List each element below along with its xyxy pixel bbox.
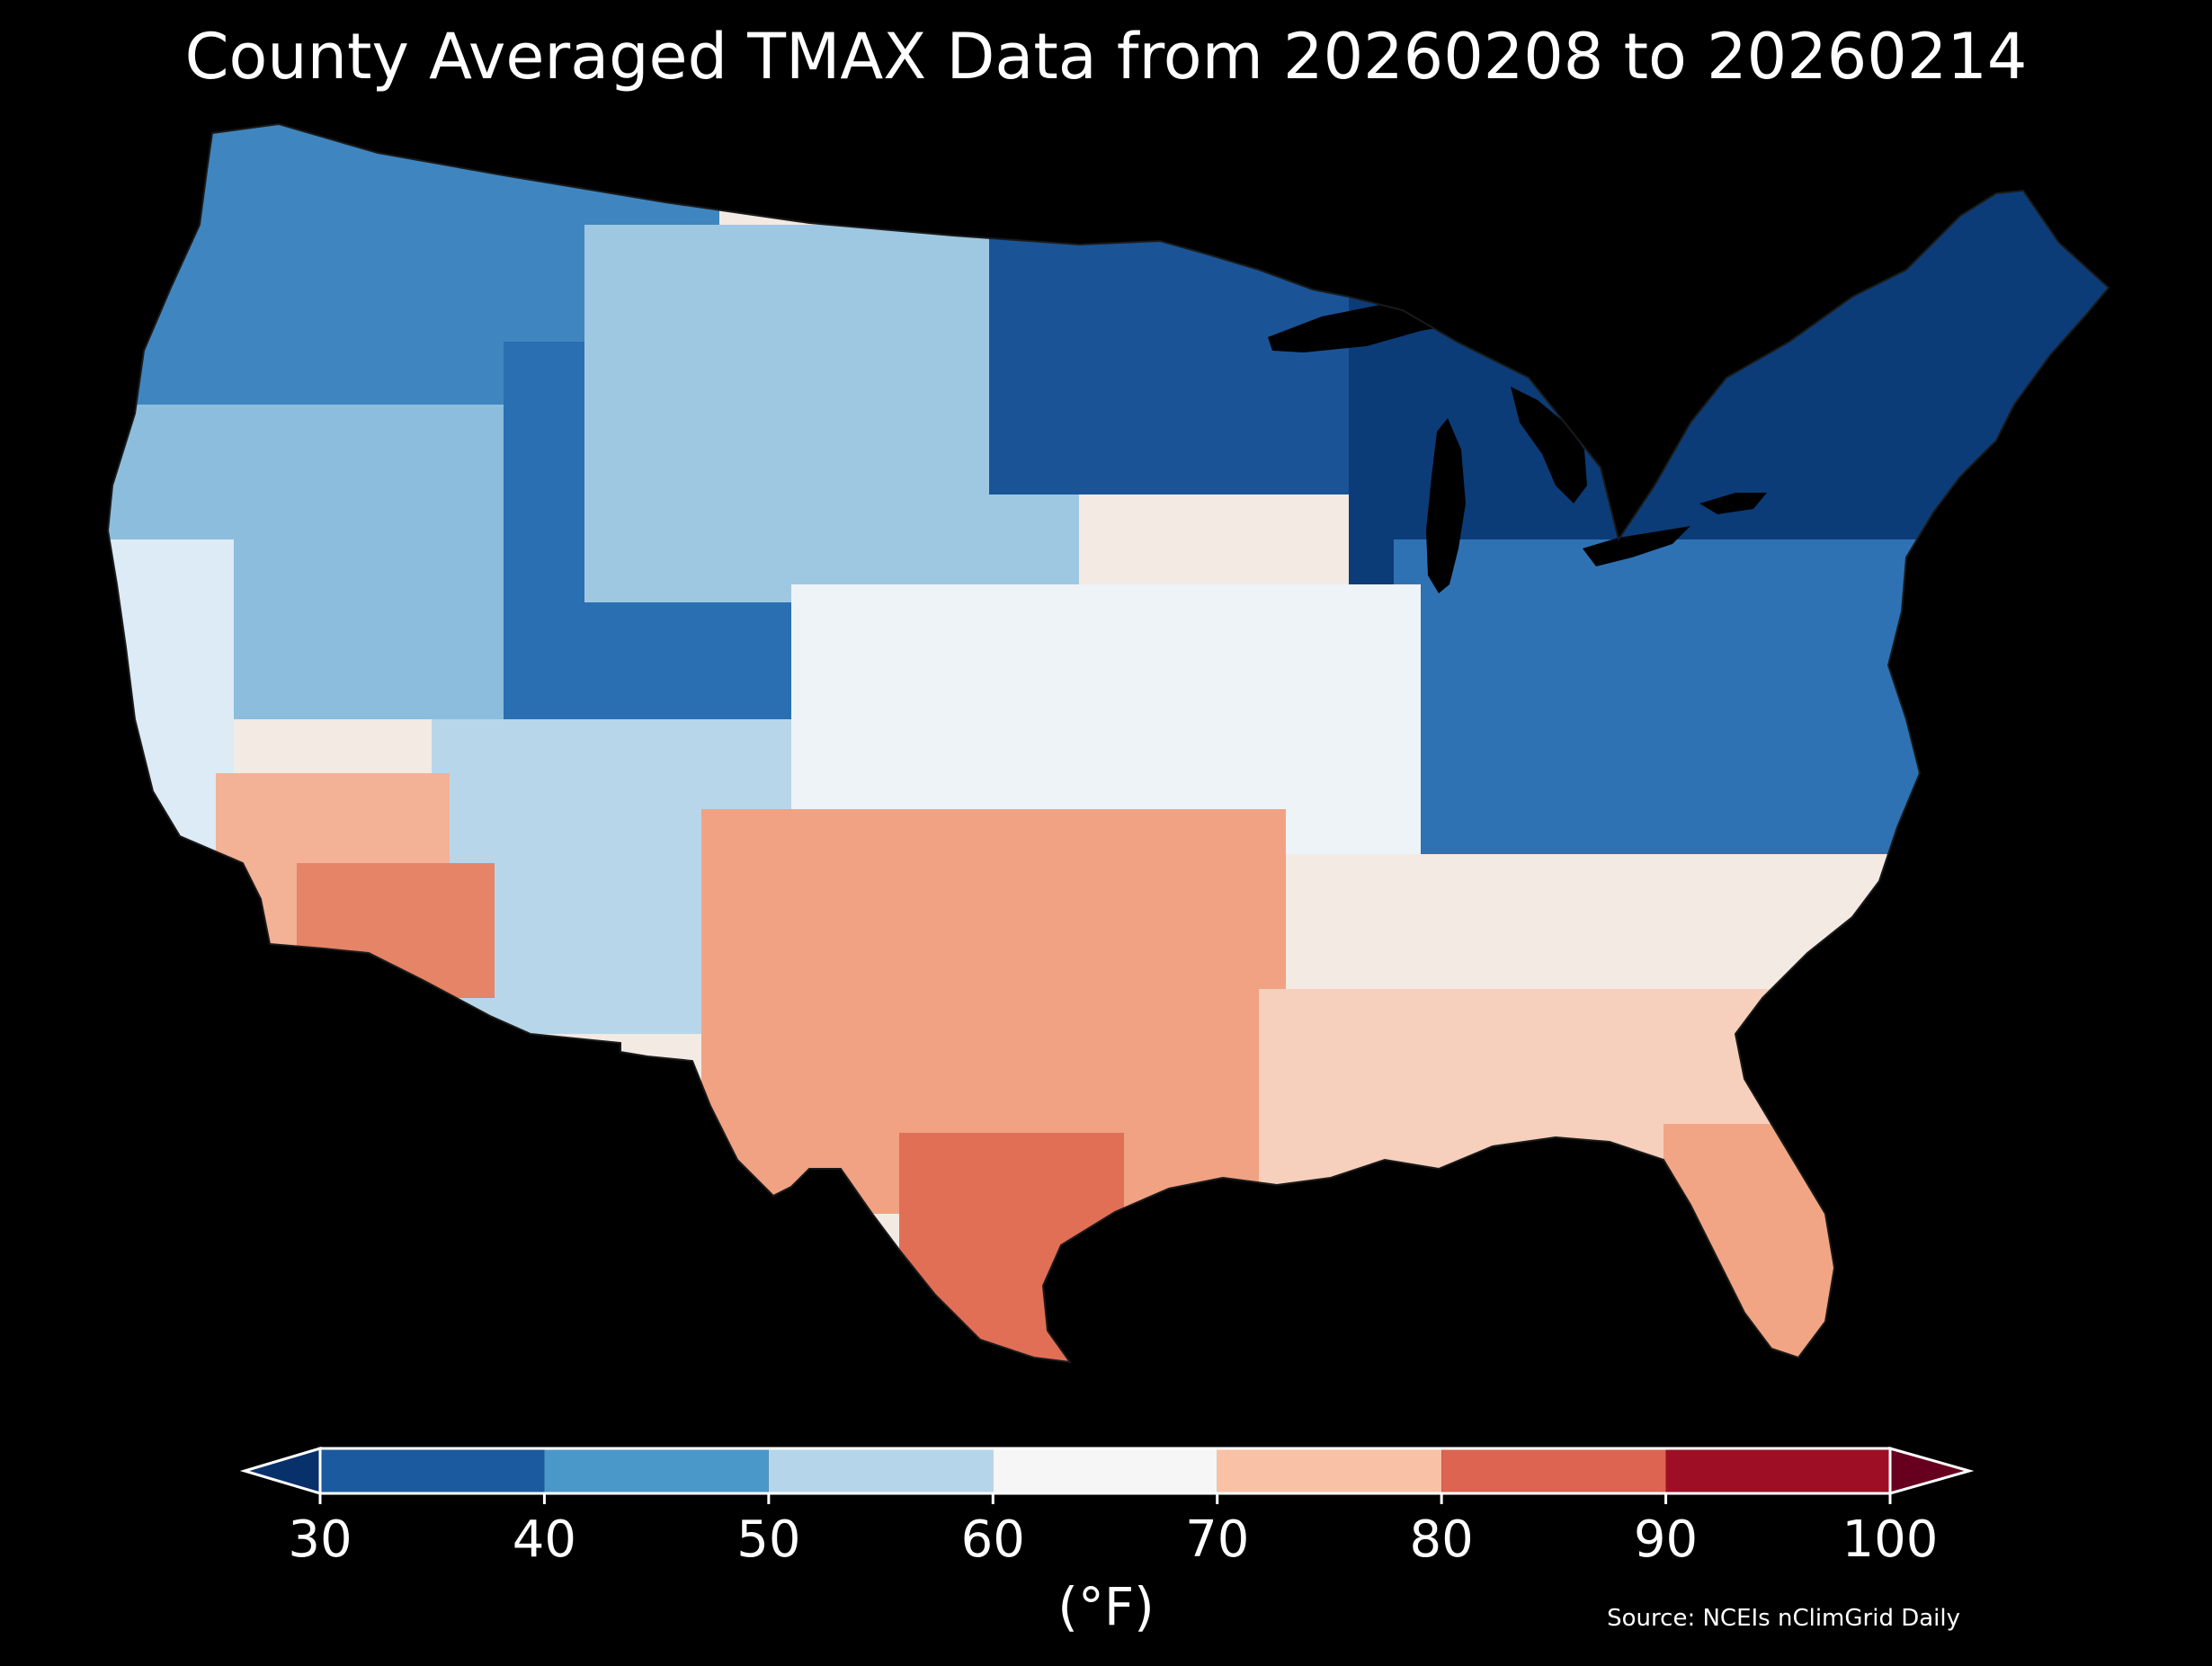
map-title: County Averaged TMAX Data from 20260208 … xyxy=(184,20,2028,94)
lake-michigan xyxy=(1426,418,1466,593)
colorbar-frame xyxy=(318,1447,1892,1495)
colorbar-under-arrow xyxy=(239,1446,322,1496)
colorbar-tick-label: 100 xyxy=(1842,1510,1939,1569)
colorbar-unit-label: (°F) xyxy=(1057,1576,1155,1637)
colorbar-over-arrow xyxy=(1888,1447,1975,1495)
colorbar-tick-label: 30 xyxy=(288,1510,352,1569)
lake-huron xyxy=(1511,387,1587,503)
great-lakes xyxy=(1268,297,1767,593)
lake-superior xyxy=(1268,297,1488,352)
colorbar-tick-label: 50 xyxy=(736,1510,801,1569)
colorbar-tick-label: 80 xyxy=(1409,1510,1474,1569)
region-mid-atlantic xyxy=(1394,539,1933,854)
colorbar-bin-90-100 xyxy=(1665,1448,1890,1493)
colorbar-bin-80-90 xyxy=(1441,1448,1666,1493)
colorbar-bin-30-40 xyxy=(320,1448,545,1493)
colorbar-bin-70-80 xyxy=(1217,1448,1442,1493)
lake-ontario xyxy=(1699,493,1767,514)
source-credit: Source: NCEIs nClimGrid Daily xyxy=(1607,1605,1960,1632)
colorbar-tick-label: 70 xyxy=(1185,1510,1250,1569)
colorbar-bin-60-70 xyxy=(993,1448,1217,1493)
lake-erie xyxy=(1583,526,1690,566)
us-outline xyxy=(106,122,2110,1364)
colorbar-bin-50-60 xyxy=(768,1448,994,1493)
colorbar-tick-label: 90 xyxy=(1633,1510,1699,1569)
colorbar-bin-40-50 xyxy=(544,1448,769,1493)
colorbar-tick-label: 60 xyxy=(960,1510,1025,1569)
colorbar-tick-label: 40 xyxy=(512,1510,577,1569)
